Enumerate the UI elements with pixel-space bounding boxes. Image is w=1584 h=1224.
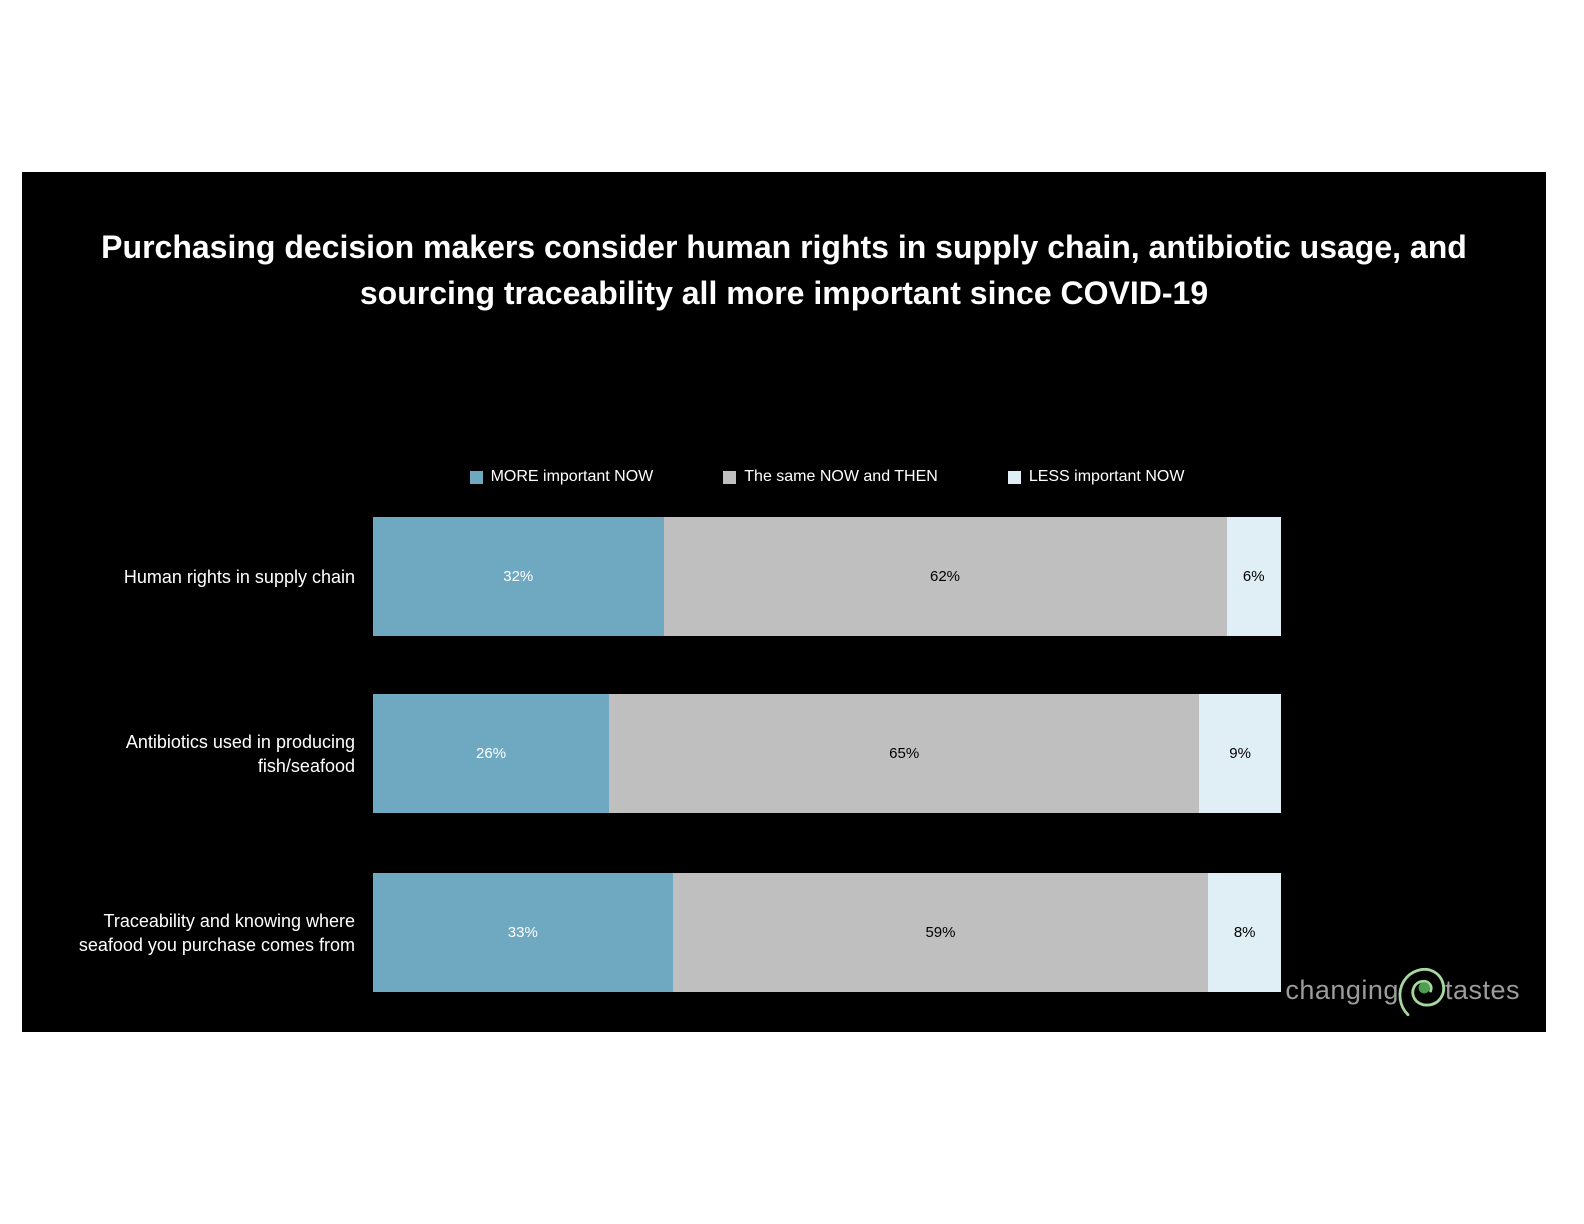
chart-row: Antibiotics used in producing fish/seafo…	[22, 694, 1546, 813]
legend-swatch-icon	[469, 470, 483, 484]
changing-tastes-swirl-icon	[1398, 968, 1446, 1017]
legend-item-0: MORE important NOW	[469, 468, 654, 486]
legend-item-1: The same NOW and THEN	[723, 468, 938, 486]
bar-segment-1: 65%	[609, 694, 1200, 813]
chart-plot-area: Human rights in supply chain 32% 62% 6% Anti…	[22, 172, 1546, 1032]
legend-label: The same NOW and THEN	[744, 468, 938, 485]
stacked-bar: 26% 65% 9%	[373, 694, 1281, 813]
chart-row: Traceability and knowing where seafood y…	[22, 873, 1546, 992]
category-label: Antibiotics used in producing fish/seafo…	[125, 731, 355, 776]
legend-label: MORE important NOW	[490, 468, 654, 485]
logo-word-tastes: tastes	[1444, 974, 1520, 1005]
changing-tastes-logo: changing tastes	[1285, 962, 1520, 1018]
stacked-bar: 32% 62% 6%	[373, 517, 1281, 636]
legend-label: LESS important NOW	[1028, 468, 1185, 485]
legend-swatch-icon	[723, 470, 737, 484]
chart-title: Purchasing decision makers consider huma…	[101, 229, 1467, 311]
bar-segment-2: 8%	[1208, 873, 1281, 992]
category-label: Traceability and knowing where seafood y…	[78, 910, 355, 955]
bar-segment-2: 6%	[1226, 517, 1281, 636]
bar-segment-0: 32%	[373, 517, 664, 636]
logo-word-changing: changing	[1285, 974, 1399, 1005]
bar-segment-2: 9%	[1199, 694, 1281, 813]
bar-segment-1: 59%	[672, 873, 1209, 992]
slide: Purchasing decision makers consider huma…	[22, 172, 1546, 1032]
legend: MORE important NOW The same NOW and THEN L…	[373, 468, 1281, 486]
legend-swatch-icon	[1007, 470, 1021, 484]
chart-row: Human rights in supply chain 32% 62% 6%	[22, 517, 1546, 636]
stacked-bar: 33% 59% 8%	[373, 873, 1281, 992]
bar-segment-0: 26%	[373, 694, 610, 813]
bar-segment-1: 62%	[663, 517, 1227, 636]
bar-segment-0: 33%	[373, 873, 673, 992]
category-label: Human rights in supply chain	[123, 566, 355, 587]
legend-item-2: LESS important NOW	[1007, 468, 1185, 486]
